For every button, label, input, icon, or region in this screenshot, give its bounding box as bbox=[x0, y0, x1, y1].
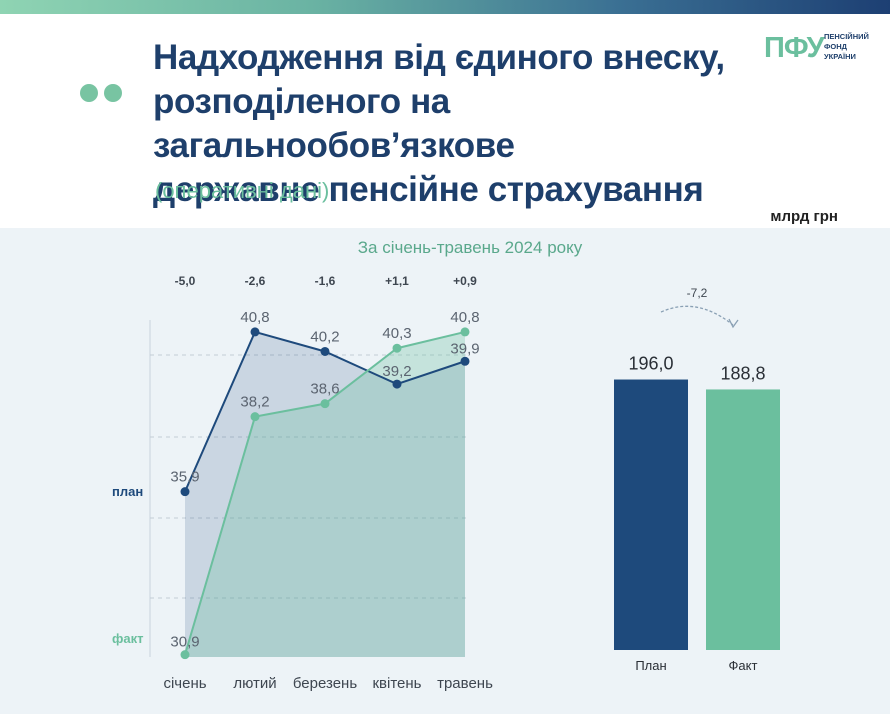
fact-point bbox=[392, 343, 402, 353]
page-title: Надходження від єдиного внеску, розподіл… bbox=[153, 36, 753, 212]
bar-category-label: План bbox=[635, 658, 666, 673]
x-tick-label: січень bbox=[163, 675, 206, 692]
difference-label: -1,6 bbox=[315, 274, 336, 288]
fact-value-label: 40,8 bbox=[450, 309, 479, 326]
logo-text-line: ФОНД bbox=[824, 42, 847, 51]
plan-value-label: 35,9 bbox=[170, 469, 199, 486]
bar-value-label: 188,8 bbox=[720, 363, 765, 383]
bar-category-label: Факт bbox=[729, 658, 758, 673]
difference-label: +1,1 bbox=[385, 274, 409, 288]
title-line: Надходження від єдиного внеску, bbox=[153, 38, 725, 77]
plan-value-label: 39,2 bbox=[382, 363, 411, 380]
bar bbox=[706, 389, 780, 650]
fact-point bbox=[460, 327, 470, 337]
plan-point bbox=[250, 327, 260, 337]
difference-label: -5,0 bbox=[175, 274, 196, 288]
top-gradient-bar bbox=[0, 0, 890, 14]
legend-fact: факт bbox=[112, 631, 143, 646]
x-tick-label: квітень bbox=[372, 675, 421, 692]
subtitle: (оперативні дані) bbox=[155, 178, 330, 203]
title-line: розподіленого на загальнообов’язкове bbox=[153, 82, 515, 165]
x-tick-label: березень bbox=[293, 675, 357, 692]
logo-mark: ПФУ bbox=[764, 32, 825, 64]
plan-value-label: 40,2 bbox=[310, 328, 339, 345]
fact-value-label: 40,3 bbox=[382, 325, 411, 342]
bar bbox=[614, 379, 688, 650]
difference-arrow bbox=[660, 305, 734, 326]
chart-title: За січень-травень 2024 року bbox=[357, 238, 583, 257]
plan-point bbox=[320, 346, 330, 356]
difference-label: -2,6 bbox=[245, 274, 266, 288]
logo-text-line: ПЕНСІЙНИЙ bbox=[824, 32, 869, 41]
bar-value-label: 196,0 bbox=[628, 354, 673, 374]
plan-point bbox=[460, 356, 470, 366]
line-chart: 35,9 40,8 40,2 39,2 39,9 30,9 38,2 38,6 40,3 40,8… bbox=[112, 274, 493, 692]
fact-area bbox=[185, 331, 465, 657]
plan-point bbox=[392, 379, 402, 389]
dot-icon bbox=[80, 84, 98, 102]
logo-text-line: УКРАЇНИ bbox=[824, 52, 856, 61]
fact-point bbox=[250, 412, 260, 422]
plan-point bbox=[180, 487, 190, 497]
fact-value-label: 38,6 bbox=[310, 381, 339, 398]
dot-icon bbox=[104, 84, 122, 102]
bar-chart: 196,0 План 188,8 Факт -7,2 bbox=[614, 286, 780, 673]
unit-label: млрд грн bbox=[770, 208, 838, 225]
fact-point bbox=[320, 399, 330, 409]
fact-value-label: 30,9 bbox=[170, 634, 199, 651]
logo-text: ПЕНСІЙНИЙ ФОНД УКРАЇНИ bbox=[824, 32, 884, 62]
plan-value-label: 40,8 bbox=[240, 309, 269, 326]
x-tick-label: травень bbox=[437, 675, 493, 692]
x-tick-label: лютий bbox=[233, 675, 276, 692]
difference-label: +0,9 bbox=[453, 274, 477, 288]
bar-difference-label: -7,2 bbox=[687, 286, 708, 300]
fact-value-label: 38,2 bbox=[240, 394, 269, 411]
legend-plan: план bbox=[112, 484, 143, 499]
arrow-head-icon bbox=[728, 318, 739, 329]
title-line: державне пенсійне страхування bbox=[153, 170, 704, 209]
plan-value-label: 39,9 bbox=[450, 340, 479, 357]
fact-point bbox=[180, 650, 190, 660]
